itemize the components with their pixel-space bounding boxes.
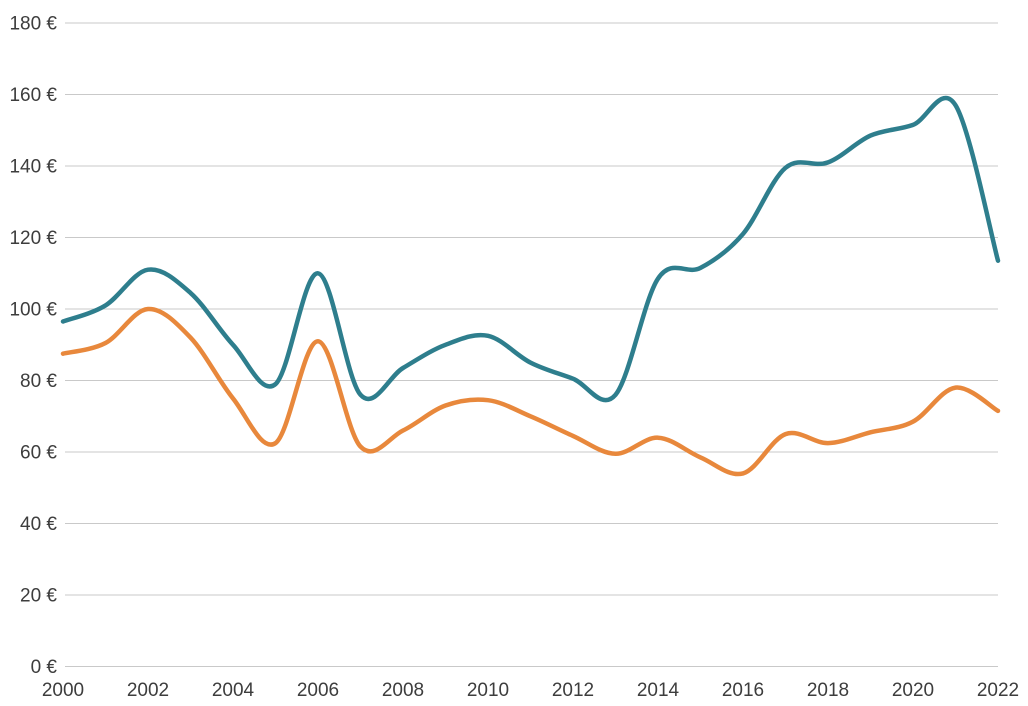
x-tick-label-2006: 2006 xyxy=(297,680,339,701)
x-tick-label-2002: 2002 xyxy=(127,680,169,701)
x-tick-label-2018: 2018 xyxy=(807,680,849,701)
y-tick-label-20: 20 € xyxy=(20,586,57,607)
x-tick-label-2004: 2004 xyxy=(212,680,255,701)
y-tick-label-140: 140 € xyxy=(9,157,57,178)
x-tick-label-2022: 2022 xyxy=(977,680,1019,701)
x-tick-label-2014: 2014 xyxy=(637,680,680,701)
y-axis-tick-labels: 0 € 20 € 40 € 60 € 80 € 100 € 120 € 140 € 160 € 1… xyxy=(9,14,57,679)
x-tick-label-2000: 2000 xyxy=(42,680,84,701)
y-tick-label-160: 160 € xyxy=(9,85,57,106)
x-tick-label-2020: 2020 xyxy=(892,680,934,701)
x-axis-tick-labels: 2000 2002 2004 2006 2008 2010 2012 2014 2016 2018… xyxy=(42,680,1019,701)
y-tick-label-60: 60 € xyxy=(20,443,57,464)
y-tick-label-40: 40 € xyxy=(20,514,57,535)
x-tick-label-2012: 2012 xyxy=(552,680,594,701)
y-tick-label-120: 120 € xyxy=(9,228,57,249)
x-tick-label-2010: 2010 xyxy=(467,680,509,701)
series-teal-line xyxy=(60,95,1001,403)
y-tick-label-180: 180 € xyxy=(9,14,57,35)
y-tick-label-100: 100 € xyxy=(9,300,57,321)
gridlines-group xyxy=(65,22,998,667)
y-tick-label-0: 0 € xyxy=(31,657,58,678)
series-orange-line xyxy=(60,306,1001,477)
y-tick-label-80: 80 € xyxy=(20,371,57,392)
series-lines-group xyxy=(60,95,1001,477)
x-tick-label-2008: 2008 xyxy=(382,680,424,701)
x-tick-label-2016: 2016 xyxy=(722,680,764,701)
